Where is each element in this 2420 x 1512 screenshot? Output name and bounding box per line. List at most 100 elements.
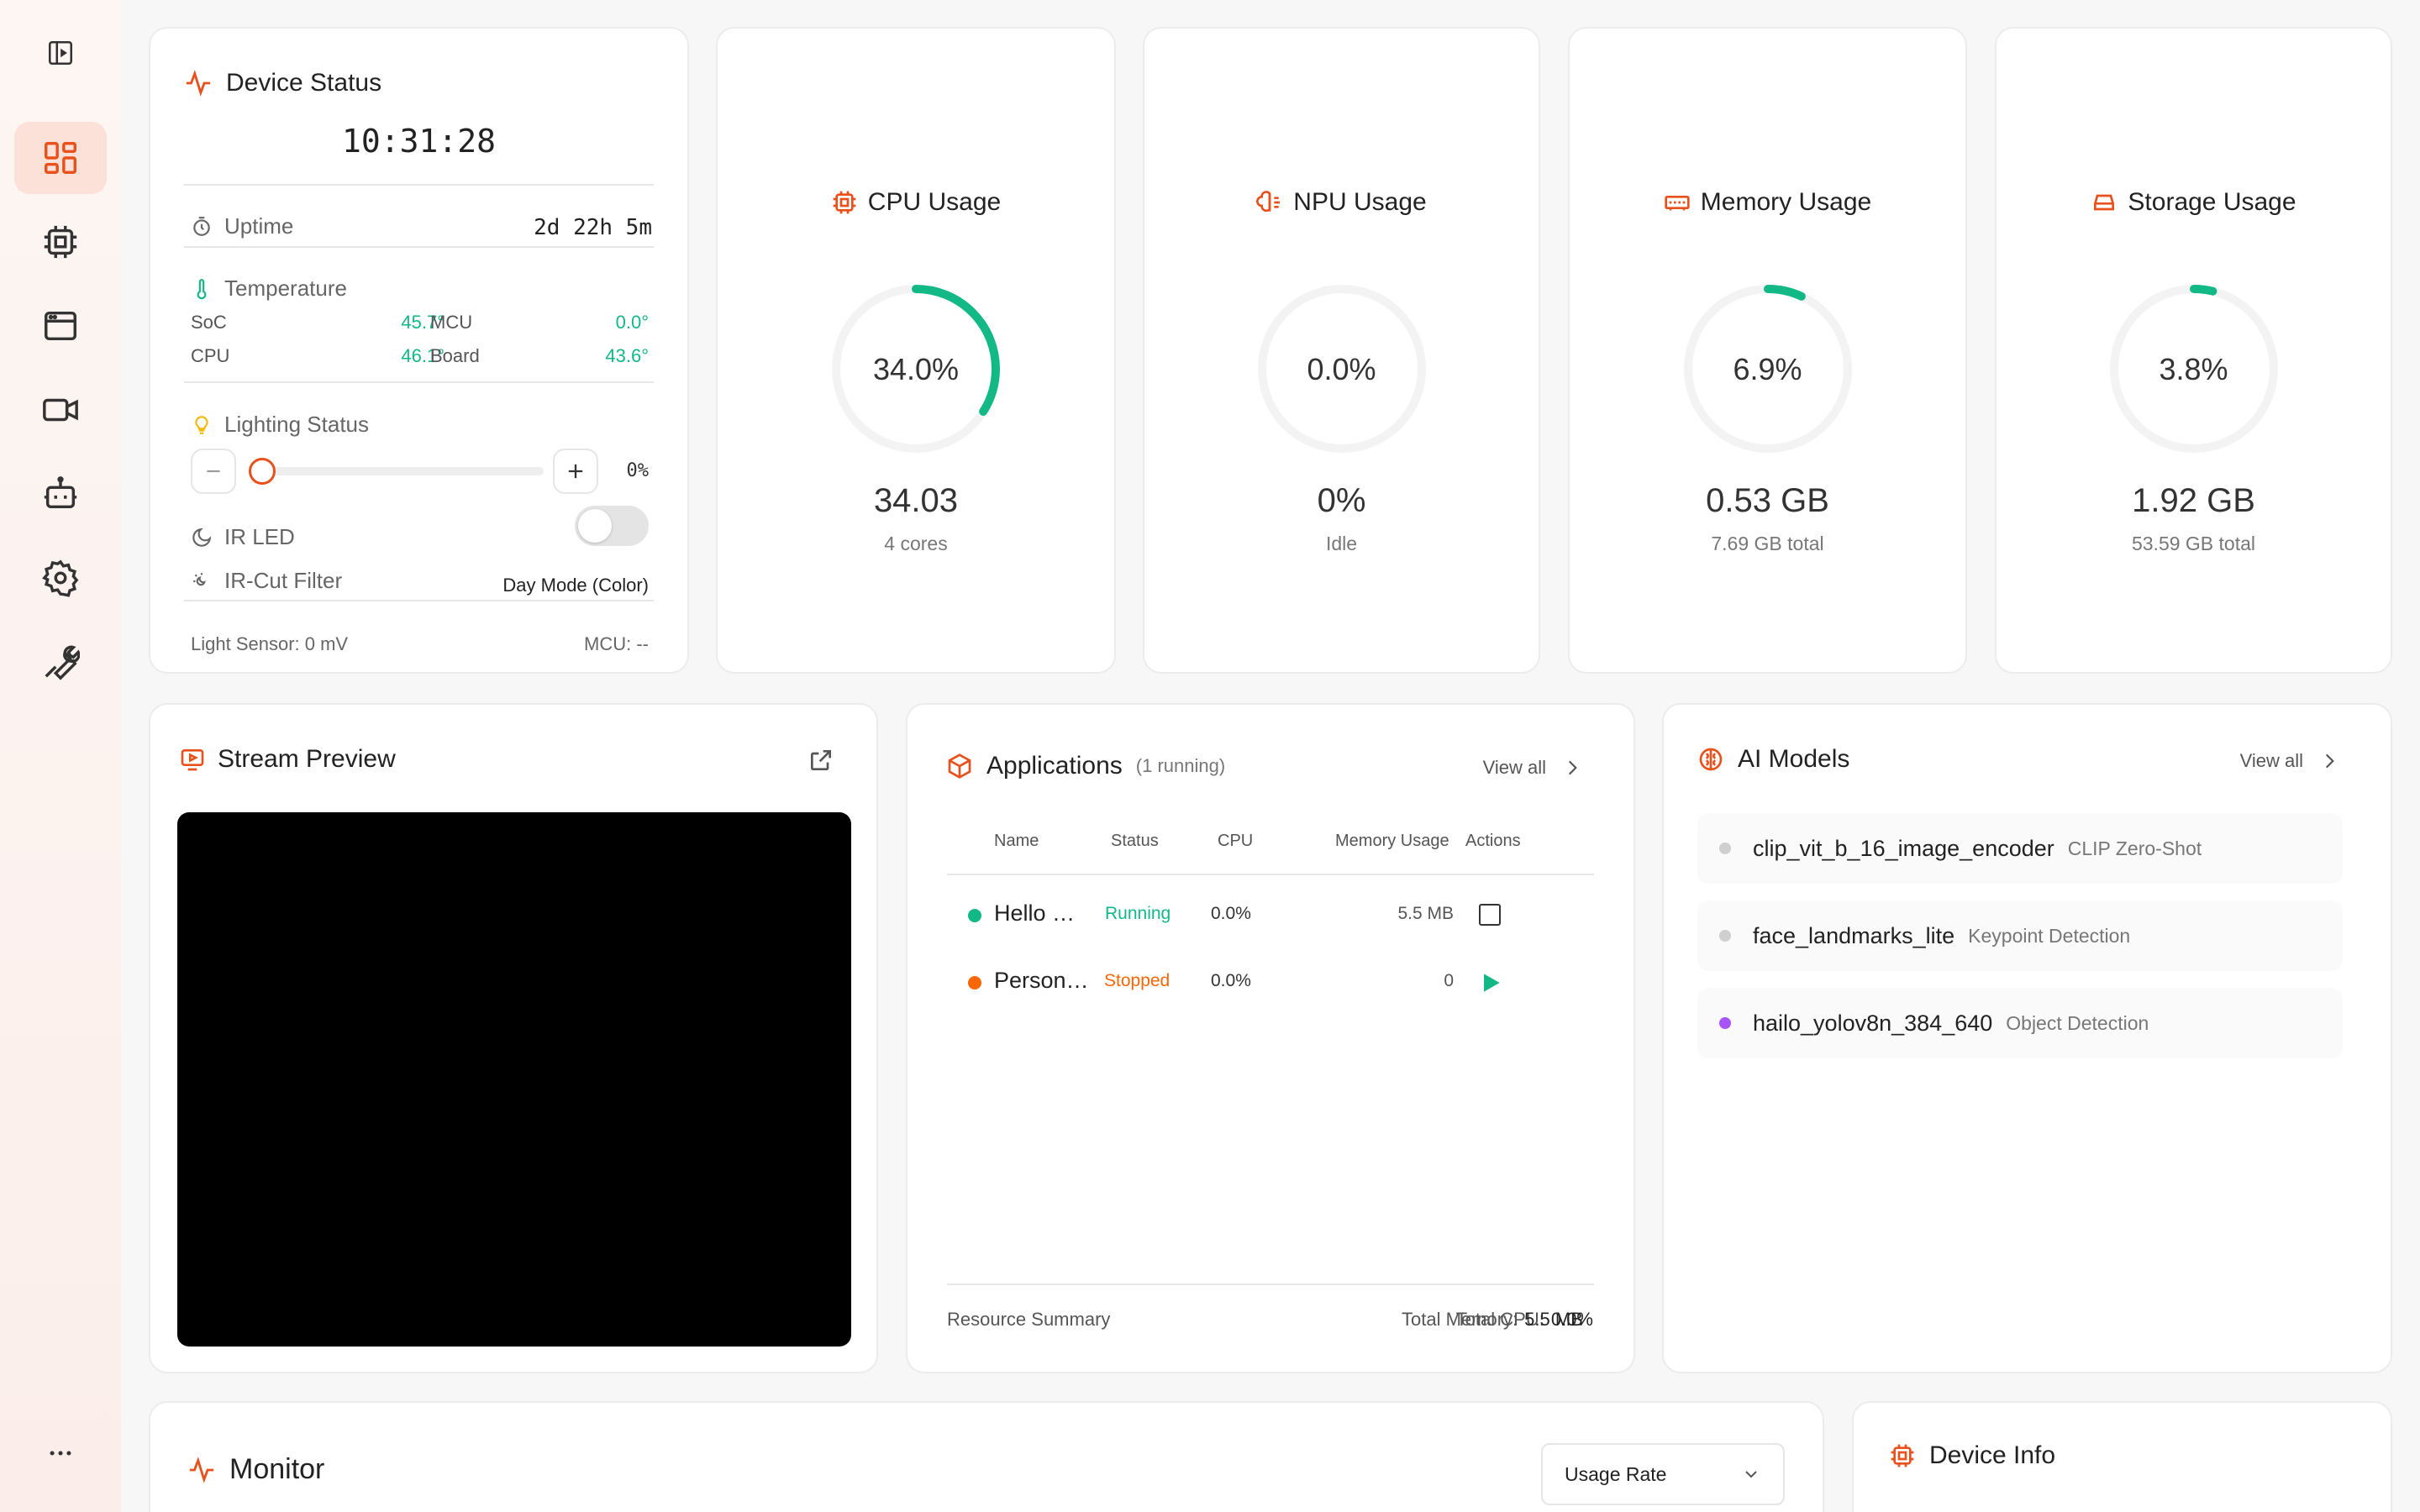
more-button[interactable] (14, 1420, 107, 1487)
applications-title: Applications (986, 752, 1123, 780)
chevron-down-icon (1745, 1471, 1757, 1478)
app-name: Hello … (994, 900, 1076, 926)
ir-cut-value: Day Mode (Color) (502, 575, 649, 596)
ir-led-toggle-knob (578, 509, 612, 543)
lighting-slider-handle[interactable] (249, 458, 276, 485)
stream-video[interactable] (177, 812, 851, 1347)
list-item[interactable]: hailo_yolov8n_384_640 Object Detection (1697, 988, 2343, 1058)
device-info-title: Device Info (1929, 1441, 2056, 1469)
wrench-icon (45, 645, 80, 680)
storage-usage-percent: 3.8% (2159, 352, 2228, 386)
npu-usage-value: 0% (1317, 482, 1366, 519)
thermometer-icon (197, 278, 207, 299)
model-status-dot (1719, 843, 1731, 854)
ir-led-label: IR LED (224, 524, 295, 549)
window-icon (45, 311, 76, 341)
temperature-label: Temperature (224, 276, 347, 301)
model-name: face_landmarks_lite (1753, 922, 1955, 948)
sidebar-item-settings[interactable] (14, 542, 107, 614)
lighting-increase-button[interactable] (553, 449, 598, 494)
ir-cut-label: IR-Cut Filter (224, 568, 343, 593)
activity-icon (189, 1456, 214, 1483)
npu-usage-title: NPU Usage (1293, 188, 1427, 216)
app-status: Stopped (1104, 971, 1171, 990)
panel-toggle-icon (48, 40, 73, 66)
monitor-card: Monitor Usage Rate (149, 1401, 1824, 1512)
memory-usage-gauge (1683, 285, 1852, 453)
activity-icon (186, 70, 211, 97)
stream-preview-title: Stream Preview (218, 745, 396, 773)
play-icon[interactable] (1477, 969, 1504, 996)
sidebar-item-dashboard[interactable] (14, 122, 107, 194)
lighting-value: 0% (626, 460, 650, 481)
sidebar-item-applications[interactable] (14, 290, 107, 362)
app-cpu: 0.0% (1211, 904, 1251, 923)
memory-usage-percent: 6.9% (1733, 352, 1802, 386)
cpu-usage-gauge (832, 285, 1000, 453)
sidebar-item-device[interactable] (14, 206, 107, 278)
chip-icon (44, 225, 77, 259)
model-tag: Keypoint Detection (1968, 924, 2131, 947)
stream-preview-card: Stream Preview (149, 703, 878, 1373)
applications-running-count: (1 running) (1135, 755, 1226, 776)
brain-chip-icon (1256, 191, 1281, 213)
total-cpu-label: Total CPU: (1455, 1309, 1544, 1330)
cpu-usage-title: CPU Usage (867, 188, 1002, 216)
memory-icon (1665, 196, 1690, 211)
monitor-select[interactable]: Usage Rate (1541, 1443, 1785, 1505)
lighting-decrease-button[interactable] (191, 449, 236, 494)
col-name: Name (994, 832, 1039, 850)
sidebar (0, 0, 121, 1512)
models-view-all-label: View all (2239, 750, 2303, 771)
sidebar-item-video[interactable] (14, 374, 107, 446)
applications-view-all-label: View all (1482, 757, 1546, 778)
light-sensor-text: Light Sensor: 0 mV (191, 633, 349, 654)
app-memory: 5.5 MB (1397, 904, 1454, 923)
temp-mcu-value: 0.0° (615, 312, 649, 333)
hard-drive-icon (2094, 194, 2115, 211)
sidebar-item-ai[interactable] (14, 458, 107, 530)
clock: 10:31:28 (341, 123, 497, 160)
storage-usage-card: Storage Usage 3.8% 1.92 GB 53.59 GB tota… (1995, 27, 2392, 674)
total-memory: Total Memory: 5.5 MB (1402, 1309, 1583, 1331)
chip-icon (1891, 1444, 1914, 1467)
cpu-usage-percent: 34.0% (872, 352, 960, 386)
uptime-value: 2d 22h 5m (534, 215, 652, 240)
col-cpu: CPU (1218, 832, 1254, 850)
panel-toggle-button[interactable] (14, 17, 107, 89)
list-item[interactable]: face_landmarks_lite Keypoint Detection (1697, 900, 2343, 971)
plus-icon (568, 464, 583, 479)
npu-usage-detail: Idle (1325, 533, 1358, 554)
chevron-right-icon (1568, 760, 1577, 775)
cpu-usage-card: CPU Usage 34.0% 34.03 4 cores (716, 27, 1116, 674)
status-dot (968, 909, 981, 922)
app-status: Running (1105, 904, 1171, 923)
col-actions: Actions (1465, 832, 1521, 850)
lighting-label: Lighting Status (224, 412, 370, 437)
stop-button[interactable] (1479, 904, 1501, 926)
video-camera-icon (43, 398, 78, 422)
models-view-all[interactable]: View all (2240, 750, 2340, 772)
model-tag: CLIP Zero-Shot (2067, 837, 2202, 859)
temp-soc-label: SoC (191, 312, 227, 333)
list-item[interactable]: clip_vit_b_16_image_encoder CLIP Zero-Sh… (1697, 813, 2343, 884)
temp-mcu-label: MCU (430, 312, 473, 333)
open-external-button[interactable] (808, 747, 834, 778)
lighting-slider[interactable] (250, 467, 544, 475)
temp-board-label: Board (430, 345, 480, 366)
more-icon (50, 1451, 71, 1456)
memory-usage-detail: 7.69 GB total (1711, 533, 1824, 554)
applications-view-all[interactable]: View all (1483, 757, 1583, 779)
model-name: hailo_yolov8n_384_640 (1753, 1010, 1993, 1036)
external-link-icon (811, 750, 831, 770)
sidebar-item-tools[interactable] (14, 626, 107, 698)
device-status-card: Device Status 10:31:28 Uptime 2d 22h 5m … (149, 27, 689, 674)
ir-led-toggle[interactable] (575, 506, 649, 546)
temp-board-value: 43.6° (605, 345, 649, 366)
monitor-select-value: Usage Rate (1565, 1462, 1667, 1485)
ai-models-title: AI Models (1738, 745, 1850, 773)
app-memory: 0 (1444, 971, 1454, 990)
cpu-usage-detail: 4 cores (884, 533, 948, 554)
screen-play-icon (181, 749, 204, 771)
memory-usage-card: Memory Usage 6.9% 0.53 GB 7.69 GB total (1568, 27, 1967, 674)
